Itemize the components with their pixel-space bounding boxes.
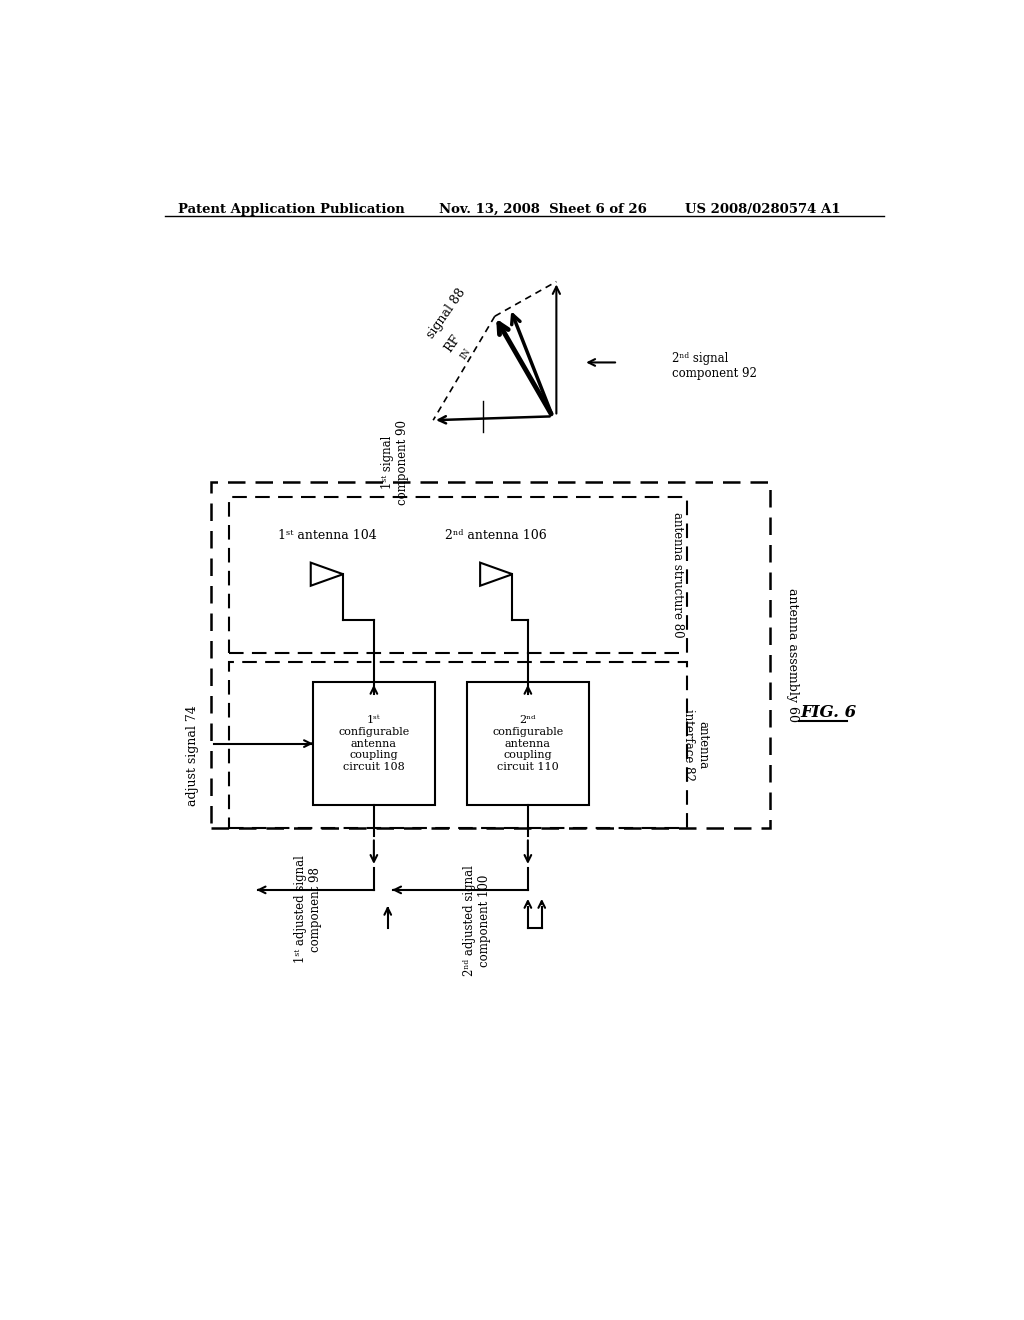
Text: adjust signal 74: adjust signal 74 <box>185 705 199 805</box>
Bar <box>467 682 589 805</box>
Text: US 2008/0280574 A1: US 2008/0280574 A1 <box>685 203 841 216</box>
Bar <box>313 682 435 805</box>
Text: IN: IN <box>459 346 472 360</box>
Text: 1ˢᵗ
configurable
antenna
coupling
circuit 108: 1ˢᵗ configurable antenna coupling circui… <box>338 715 410 772</box>
Text: RF: RF <box>442 333 463 355</box>
Text: FIG. 6: FIG. 6 <box>801 705 857 721</box>
Text: 2ⁿᵈ antenna 106: 2ⁿᵈ antenna 106 <box>445 529 547 543</box>
Text: antenna structure 80: antenna structure 80 <box>671 512 684 638</box>
Text: 2ⁿᵈ signal
component 92: 2ⁿᵈ signal component 92 <box>672 352 757 380</box>
Bar <box>229 663 686 829</box>
Bar <box>211 482 770 829</box>
Text: Patent Application Publication: Patent Application Publication <box>178 203 406 216</box>
Bar <box>229 498 686 653</box>
Text: signal 88: signal 88 <box>424 286 468 341</box>
Text: antenna
interface 82: antenna interface 82 <box>682 709 710 781</box>
Text: 2ⁿᵈ
configurable
antenna
coupling
circuit 110: 2ⁿᵈ configurable antenna coupling circui… <box>493 715 563 772</box>
Text: 2ⁿᵈ adjusted signal
component 100: 2ⁿᵈ adjusted signal component 100 <box>463 866 492 975</box>
Text: Nov. 13, 2008  Sheet 6 of 26: Nov. 13, 2008 Sheet 6 of 26 <box>438 203 646 216</box>
Text: 1ˢᵗ signal
component 90: 1ˢᵗ signal component 90 <box>381 420 409 506</box>
Text: antenna assembly 60: antenna assembly 60 <box>786 587 800 722</box>
Text: 1ˢᵗ adjusted signal
component 98: 1ˢᵗ adjusted signal component 98 <box>294 855 322 964</box>
Text: 1ˢᵗ antenna 104: 1ˢᵗ antenna 104 <box>278 529 376 543</box>
